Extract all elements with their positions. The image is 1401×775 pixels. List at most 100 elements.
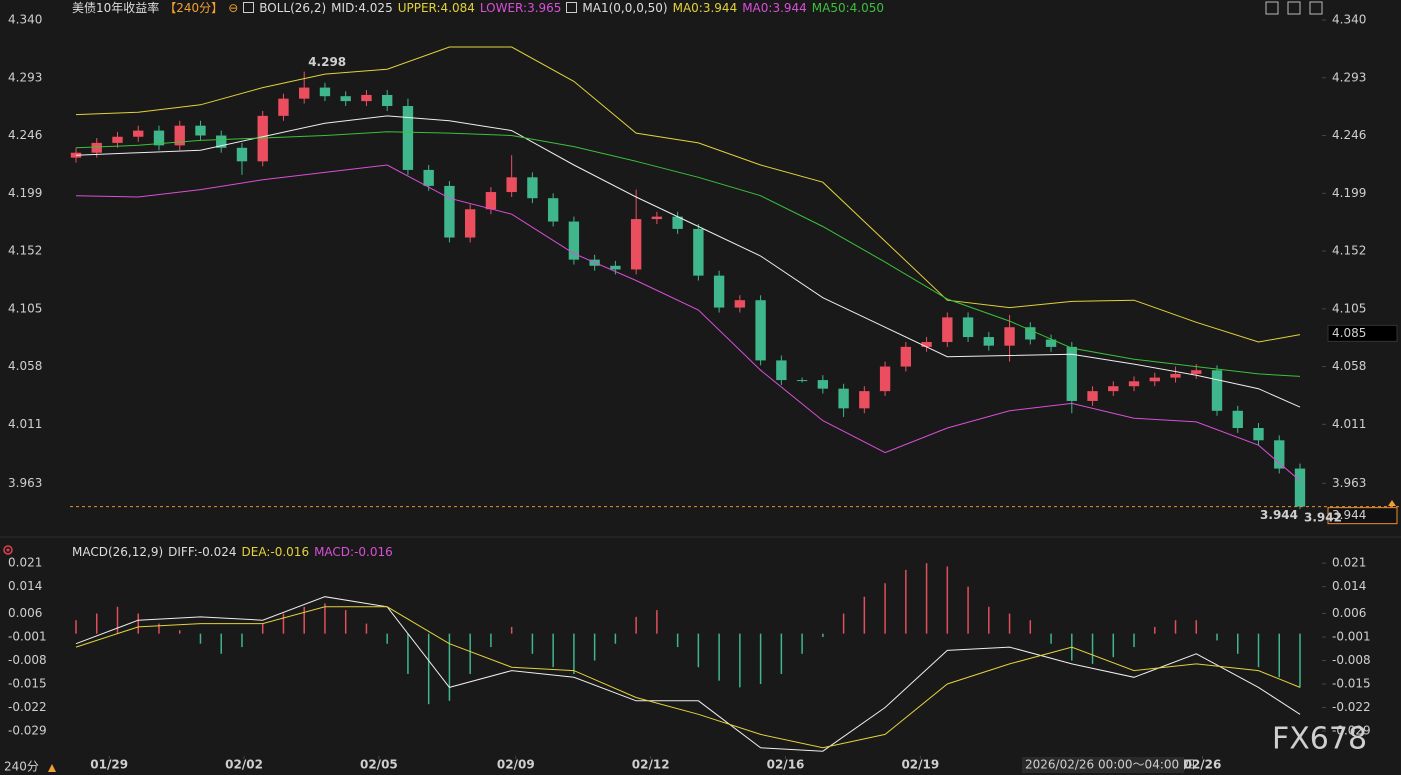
- candle-body: [506, 177, 517, 193]
- x-tick-label: 02/02: [225, 758, 263, 772]
- candle-body: [1253, 428, 1264, 441]
- candle-body: [1066, 346, 1077, 401]
- x-tick-label: 02/12: [632, 758, 670, 772]
- y-tick-label-right: 0.014: [1332, 579, 1366, 593]
- crosshair-time: 2026/02/26 00:00～04:00 四: [1025, 758, 1195, 772]
- x-tick-label: 02/16: [767, 758, 805, 772]
- y-tick-label-right: 4.011: [1332, 417, 1366, 431]
- y-tick-label-right: 4.293: [1332, 70, 1366, 84]
- candle-body: [713, 275, 725, 308]
- y-tick-label: 4.246: [8, 128, 42, 142]
- candle-body: [527, 177, 538, 199]
- legend-item: MA0:3.944: [742, 1, 807, 15]
- candle-body: [444, 185, 455, 238]
- y-tick-label: 4.293: [8, 70, 42, 84]
- candle-body: [319, 87, 331, 97]
- legend-title: MACD(26,12,9): [72, 545, 164, 559]
- period-toggle[interactable]: ⊖: [228, 1, 239, 15]
- candle-body: [1170, 373, 1181, 378]
- crosshair-price: 4.085: [1332, 326, 1366, 340]
- y-tick-label-right: 0.006: [1332, 606, 1366, 620]
- indicator-line: [75, 606, 1301, 749]
- candle-body: [755, 300, 766, 361]
- legend-item: DEA:-0.016: [241, 545, 310, 559]
- candle-body: [672, 216, 683, 229]
- candle-body: [1045, 339, 1057, 347]
- candle-body: [630, 219, 642, 270]
- candle-body: [340, 96, 351, 102]
- y-tick-label: -0.029: [8, 724, 47, 738]
- indicator-line: [75, 131, 1301, 377]
- y-tick-label-right: 4.058: [1332, 359, 1366, 373]
- last-price-annotation: 3.944: [1260, 508, 1298, 522]
- low-annotation: 3.942: [1304, 511, 1342, 525]
- legend-item: MACD:-0.016: [314, 545, 393, 559]
- candle-body: [547, 198, 559, 222]
- y-tick-label: 0.006: [8, 606, 42, 620]
- candle-body: [1149, 377, 1160, 382]
- main-legend: 美债10年收益率 【240分】 ⊖ BOLL(26,2) MID:4.025 UPPER:…: [72, 0, 889, 16]
- tool-button[interactable]: [1287, 1, 1301, 15]
- candle-body: [942, 317, 953, 342]
- period-selector[interactable]: 240分: [4, 760, 39, 774]
- candle-body: [983, 337, 994, 346]
- candle-body: [610, 265, 621, 270]
- candle-body: [112, 136, 123, 143]
- candle-body: [361, 94, 372, 102]
- y-tick-label: -0.008: [8, 653, 47, 667]
- candle-body: [402, 106, 414, 170]
- y-tick-label: 4.011: [8, 417, 42, 431]
- macd-legend: MACD(26,12,9) DIFF:-0.024 DEA:-0.016 MACD:-…: [72, 544, 398, 560]
- x-tick-label: 02/09: [497, 758, 535, 772]
- candle-body: [1025, 327, 1036, 340]
- candle-body: [734, 300, 746, 308]
- y-tick-label: 4.152: [8, 244, 42, 258]
- tool-button[interactable]: [1265, 1, 1279, 15]
- y-tick-label: -0.015: [8, 677, 47, 691]
- x-tick-label: 02/05: [360, 758, 398, 772]
- x-tick-label: 02/26: [1184, 758, 1222, 772]
- candle-body: [236, 147, 248, 162]
- crosshair-time-box: [1022, 757, 1184, 773]
- indicator-line: [75, 115, 1301, 408]
- y-tick-label: 4.105: [8, 301, 42, 315]
- legend-item: UPPER:4.084: [397, 1, 475, 15]
- legend-item: MA50:4.050: [811, 1, 885, 15]
- y-tick-label-right: 4.246: [1332, 128, 1366, 142]
- candle-body: [1087, 391, 1098, 401]
- candle-body: [568, 221, 580, 260]
- indicator-line: [75, 46, 1301, 343]
- candle-body: [817, 380, 829, 389]
- candle-body: [776, 360, 787, 381]
- y-tick-label-right: -0.001: [1332, 630, 1371, 644]
- candle-body: [693, 228, 704, 276]
- candle-body: [962, 317, 974, 338]
- candle-body: [423, 169, 434, 186]
- candle-body: [195, 125, 206, 136]
- x-tick-label: 01/29: [90, 758, 128, 772]
- indicator-icon[interactable]: [3, 545, 13, 555]
- candle-body: [464, 209, 476, 238]
- y-tick-label-right: -0.022: [1332, 700, 1371, 714]
- candle-body: [838, 388, 849, 409]
- legend-icon: [566, 2, 578, 13]
- high-annotation: 4.298: [308, 55, 346, 69]
- candle-body: [1294, 468, 1306, 507]
- tool-button[interactable]: [1309, 1, 1323, 15]
- y-tick-label-right: 4.105: [1332, 301, 1366, 315]
- y-tick-label: 4.199: [8, 186, 42, 200]
- candle-body: [1232, 410, 1243, 428]
- legend-item: MA0:3.944: [672, 1, 738, 15]
- y-tick-label: 4.340: [8, 13, 42, 27]
- legend-period: 【240分】: [164, 1, 224, 15]
- candle-body: [382, 94, 393, 107]
- candle-body: [485, 192, 497, 210]
- y-tick-label-right: 4.340: [1332, 13, 1366, 27]
- candle-body: [1108, 386, 1119, 392]
- x-tick-label: 02/19: [901, 758, 939, 772]
- indicator-line: [75, 596, 1301, 752]
- last-price-box: [1327, 507, 1398, 525]
- y-tick-label-right: -0.008: [1332, 653, 1371, 667]
- y-tick-label-right: -0.029: [1332, 724, 1371, 738]
- candle-body: [153, 130, 165, 146]
